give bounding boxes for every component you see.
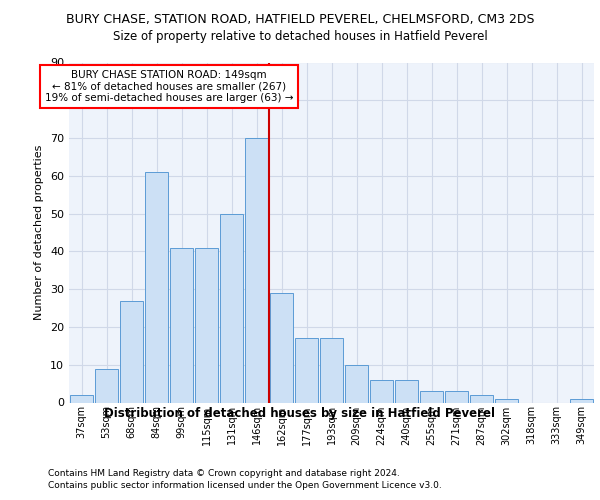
Bar: [95, 368, 118, 402]
Bar: [569, 398, 593, 402]
Text: Contains public sector information licensed under the Open Government Licence v3: Contains public sector information licen…: [48, 481, 442, 490]
Bar: [119, 300, 143, 402]
Text: BURY CHASE STATION ROAD: 149sqm
← 81% of detached houses are smaller (267)
19% o: BURY CHASE STATION ROAD: 149sqm ← 81% of…: [45, 70, 293, 103]
Bar: [470, 395, 493, 402]
Bar: [269, 293, 293, 403]
Y-axis label: Number of detached properties: Number of detached properties: [34, 145, 44, 320]
Text: BURY CHASE, STATION ROAD, HATFIELD PEVEREL, CHELMSFORD, CM3 2DS: BURY CHASE, STATION ROAD, HATFIELD PEVER…: [66, 12, 534, 26]
Bar: [245, 138, 268, 402]
Bar: [170, 248, 193, 402]
Bar: [494, 398, 518, 402]
Text: Distribution of detached houses by size in Hatfield Peverel: Distribution of detached houses by size …: [104, 408, 496, 420]
Text: Size of property relative to detached houses in Hatfield Peverel: Size of property relative to detached ho…: [113, 30, 487, 43]
Bar: [295, 338, 319, 402]
Bar: [344, 364, 368, 403]
Bar: [194, 248, 218, 402]
Bar: [70, 395, 94, 402]
Bar: [395, 380, 418, 402]
Bar: [445, 391, 469, 402]
Bar: [370, 380, 394, 402]
Bar: [145, 172, 169, 402]
Text: Contains HM Land Registry data © Crown copyright and database right 2024.: Contains HM Land Registry data © Crown c…: [48, 469, 400, 478]
Bar: [419, 391, 443, 402]
Bar: [320, 338, 343, 402]
Bar: [220, 214, 244, 402]
